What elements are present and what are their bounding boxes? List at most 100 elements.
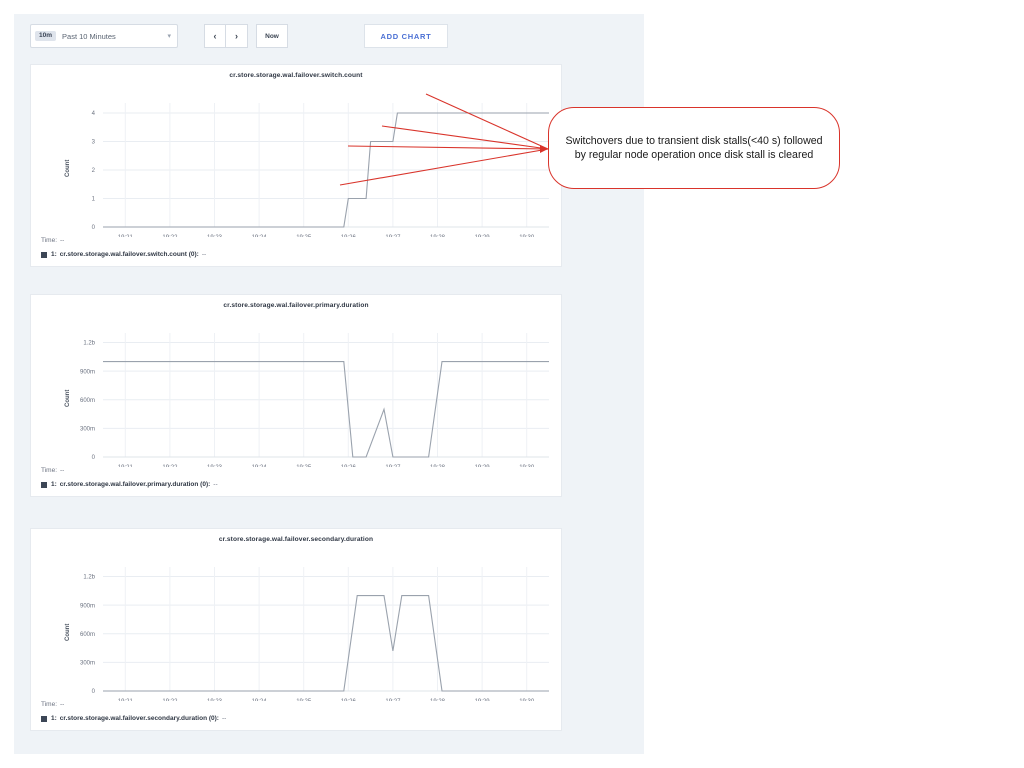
- series-line: [103, 595, 549, 692]
- y-axis-tick-label: 900m: [80, 603, 95, 609]
- x-axis-tick-label: 19:21: [118, 235, 134, 237]
- hover-time-value: --: [60, 467, 65, 474]
- y-axis-tick-label: 600m: [80, 398, 95, 404]
- x-axis-tick-label: 19:21: [118, 699, 134, 701]
- x-axis-tick-label: 19:26: [341, 699, 357, 701]
- legend-index: 1:: [51, 715, 57, 722]
- x-axis-tick-label: 19:30: [519, 465, 535, 467]
- x-axis-tick-label: 19:21: [118, 465, 134, 467]
- y-axis-tick-label: 0: [92, 225, 96, 231]
- legend-item[interactable]: 1: cr.store.storage.wal.failover.switch.c…: [41, 251, 561, 258]
- chart-title: cr.store.storage.wal.failover.secondary.…: [218, 536, 374, 543]
- plot-area[interactable]: 0 300m 600m 900m 1.2b 19:21 19:22 19:23 19:24 19:…: [31, 543, 561, 701]
- chart-footer: Time: -- 1: cr.store.storage.wal.failover.s…: [31, 701, 561, 730]
- y-axis-tick-label: 900m: [80, 369, 95, 375]
- x-axis-tick-label: 19:24: [252, 465, 268, 467]
- y-axis-tick-label: 2: [92, 168, 96, 174]
- x-axis-tick-label: 19:23: [207, 235, 223, 237]
- y-axis-tick-label: 1.2b: [83, 341, 95, 347]
- prev-button[interactable]: ‹: [204, 24, 226, 48]
- y-axis-tick-label: 300m: [80, 661, 95, 667]
- y-axis-title: Count: [65, 159, 71, 177]
- hover-time-label: Time:: [41, 701, 58, 708]
- chart-card: cr.store.storage.wal.failover.primary.du…: [30, 294, 562, 497]
- x-axis-tick-label: 19:22: [162, 699, 178, 701]
- hover-time-label: Time:: [41, 237, 58, 244]
- x-axis-tick-label: 19:26: [341, 235, 357, 237]
- legend-value: --: [201, 251, 207, 258]
- hover-time-value: --: [60, 701, 65, 708]
- y-axis-tick-label: 1.2b: [83, 575, 95, 581]
- x-axis-tick-label: 19:22: [162, 465, 178, 467]
- series-line: [103, 361, 549, 458]
- now-button[interactable]: Now: [256, 24, 288, 48]
- chart-title: cr.store.storage.wal.failover.switch.cou…: [229, 72, 363, 79]
- legend-value: --: [213, 481, 218, 488]
- x-axis-tick-label: 19:24: [252, 235, 268, 237]
- x-axis-tick-label: 19:29: [475, 465, 491, 467]
- x-axis-tick-label: 19:27: [385, 699, 401, 701]
- time-range-badge: 10m: [35, 30, 57, 42]
- x-axis-tick-label: 19:22: [162, 235, 178, 237]
- legend-series-name: cr.store.storage.wal.failover.primary.du…: [59, 481, 211, 488]
- y-axis-tick-label: 4: [92, 111, 96, 117]
- chart-card: cr.store.storage.wal.failover.secondary.…: [30, 528, 562, 731]
- annotation-text: Switchovers due to transient disk stalls…: [565, 134, 823, 161]
- x-axis-tick-label: 19:29: [475, 235, 491, 237]
- legend-color-swatch: [41, 715, 47, 722]
- y-axis-tick-label: 3: [92, 140, 96, 146]
- plot-area[interactable]: 0 300m 600m 900m 1.2b 19:21 19:22 19:23 19:24 19:…: [31, 309, 561, 467]
- legend-item[interactable]: 1: cr.store.storage.wal.failover.secondar…: [41, 715, 561, 722]
- legend-series-name: cr.store.storage.wal.failover.secondary.…: [59, 715, 219, 722]
- legend-index: 1:: [51, 481, 57, 488]
- time-range-select[interactable]: 10m Past 10 Minutes ▾: [30, 24, 178, 48]
- hover-time-readout: Time: --: [41, 701, 561, 708]
- series-line: [103, 112, 549, 228]
- time-range-label: Past 10 Minutes: [62, 31, 116, 41]
- x-axis-tick-label: 19:28: [430, 465, 446, 467]
- y-axis-tick-label: 1: [92, 197, 96, 203]
- x-axis-tick-label: 19:25: [296, 699, 312, 701]
- hover-time-value: --: [60, 237, 65, 244]
- hover-time-label: Time:: [41, 467, 58, 474]
- annotation-callout: Switchovers due to transient disk stalls…: [548, 107, 840, 189]
- legend-color-swatch: [41, 481, 47, 488]
- x-axis-tick-label: 19:27: [385, 465, 401, 467]
- chart-card: cr.store.storage.wal.failover.switch.cou…: [30, 64, 562, 267]
- chart-footer: Time: -- 1: cr.store.storage.wal.failover.s…: [31, 237, 561, 266]
- legend-color-swatch: [41, 251, 47, 258]
- legend-value: --: [221, 715, 227, 722]
- x-axis-tick-label: 19:27: [385, 235, 401, 237]
- chevron-down-icon: ▾: [167, 33, 171, 40]
- x-axis-tick-label: 19:23: [207, 699, 223, 701]
- legend-index: 1:: [51, 251, 57, 258]
- x-axis-tick-label: 19:24: [252, 699, 268, 701]
- x-axis-tick-label: 19:29: [475, 699, 491, 701]
- legend-item[interactable]: 1: cr.store.storage.wal.failover.primary.…: [41, 481, 561, 488]
- x-axis-tick-label: 19:26: [341, 465, 357, 467]
- x-axis-tick-label: 19:25: [296, 465, 312, 467]
- add-chart-button[interactable]: ADD CHART: [364, 24, 448, 48]
- x-axis-tick-label: 19:30: [519, 235, 535, 237]
- y-axis-tick-label: 600m: [80, 632, 95, 638]
- y-axis-tick-label: 300m: [80, 427, 95, 433]
- y-axis-title: Count: [65, 623, 71, 641]
- y-axis-tick-label: 0: [92, 455, 96, 461]
- x-axis-tick-label: 19:28: [430, 235, 446, 237]
- hover-time-readout: Time: --: [41, 237, 561, 244]
- x-axis-tick-label: 19:30: [519, 699, 535, 701]
- x-axis-tick-label: 19:28: [430, 699, 446, 701]
- x-axis-tick-label: 19:25: [296, 235, 312, 237]
- next-button[interactable]: ›: [226, 24, 248, 48]
- chart-title: cr.store.storage.wal.failover.primary.du…: [223, 302, 369, 309]
- hover-time-readout: Time: --: [41, 467, 561, 474]
- time-nav-group: ‹ ›: [204, 24, 248, 48]
- y-axis-title: Count: [65, 389, 71, 407]
- legend-series-name: cr.store.storage.wal.failover.switch.cou…: [59, 251, 199, 258]
- toolbar: 10m Past 10 Minutes ▾ ‹ › Now ADD CHART: [16, 24, 616, 54]
- x-axis-tick-label: 19:23: [207, 465, 223, 467]
- y-axis-tick-label: 0: [92, 689, 96, 695]
- chart-footer: Time: -- 1: cr.store.storage.wal.failover.p…: [31, 467, 561, 496]
- plot-area[interactable]: 0 1 2 3 4 19:21 19:22 19:23 19:24 19:25 19:26 19:27…: [31, 79, 561, 237]
